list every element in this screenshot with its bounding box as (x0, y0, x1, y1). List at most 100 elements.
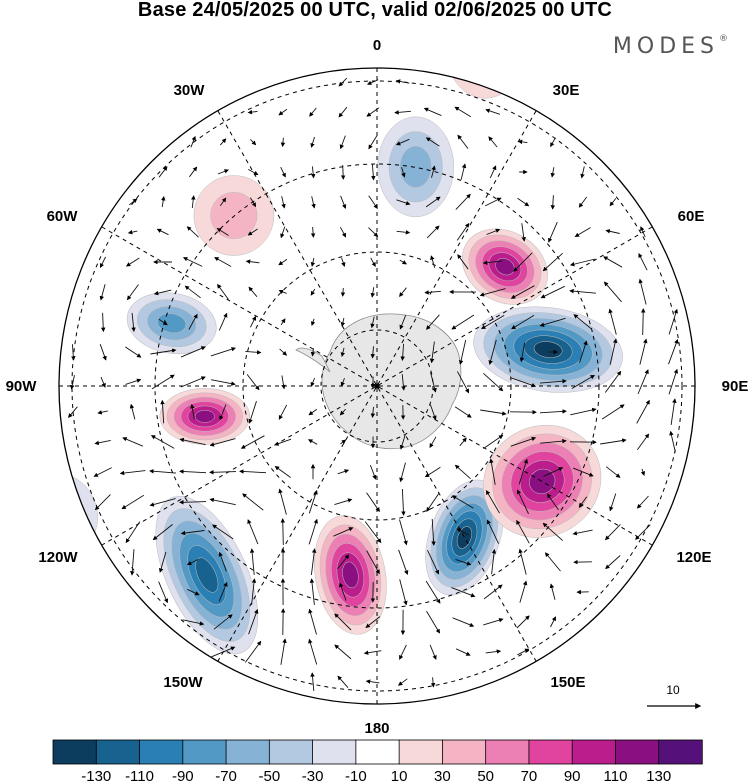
wind-vector (308, 489, 318, 514)
colorbar-swatch (182, 739, 227, 765)
anomaly-contour (656, 115, 695, 146)
wind-vector (482, 260, 503, 265)
wind-vector (425, 580, 441, 604)
wind-vector (245, 350, 262, 355)
wind-vector (129, 198, 138, 206)
anomaly-contour (342, 561, 359, 589)
wind-vector (310, 136, 315, 148)
colorbar-swatch (268, 739, 314, 765)
wind-vector (516, 615, 530, 629)
map-border (58, 67, 696, 705)
anomaly-centre (621, 94, 695, 167)
vector-reference: 10 (647, 683, 702, 709)
wind-vector (399, 462, 406, 483)
anomaly-centre (377, 116, 454, 218)
wind-vector (574, 227, 591, 237)
wind-vector (489, 165, 497, 179)
wind-vector (311, 196, 316, 209)
wind-vector (635, 524, 651, 540)
wind-vector (399, 287, 407, 298)
anomaly-contour (446, 68, 524, 99)
wind-vector (370, 316, 375, 329)
wind-vector (368, 135, 378, 150)
wind-vector (637, 369, 649, 395)
wind-vector (219, 197, 227, 207)
wind-vector (370, 346, 376, 359)
wind-vector (240, 435, 265, 449)
wind-vector (456, 528, 469, 536)
label-60e: 60E (678, 208, 705, 225)
wind-vector (365, 679, 380, 684)
wind-vector (339, 408, 346, 416)
wind-vector (371, 164, 376, 181)
wind-vector (158, 318, 168, 326)
anomaly-contour (59, 596, 125, 667)
wind-vector (218, 581, 228, 602)
wind-vector (544, 552, 561, 572)
wind-vector (669, 430, 676, 453)
wind-vector (394, 110, 411, 115)
wind-vector (216, 228, 229, 236)
wind-vector (245, 259, 260, 264)
wind-vector (397, 678, 408, 686)
wind-vector (668, 368, 679, 395)
south-pole-marker (374, 383, 380, 389)
wind-vector (278, 258, 288, 266)
anomaly-contour (59, 68, 127, 143)
wind-vector (401, 167, 406, 178)
wind-vector (280, 518, 286, 546)
wind-vector (186, 226, 199, 238)
anomaly-centre (314, 515, 387, 635)
wind-vector (119, 470, 146, 476)
wind-vector (451, 495, 474, 509)
wind-vector (426, 492, 440, 512)
wind-vector (480, 409, 507, 416)
wind-vector (483, 617, 504, 626)
wind-vector (431, 165, 436, 178)
wind-vector (250, 139, 257, 146)
wind-vector (149, 468, 177, 474)
anomaly-centre (59, 596, 125, 667)
wind-vector (430, 677, 436, 688)
wind-vector (517, 648, 530, 656)
wind-vector (333, 527, 354, 537)
wind-vector (578, 496, 588, 509)
anomaly-contour (66, 71, 104, 116)
wind-vector (280, 137, 286, 148)
wind-vector (274, 465, 291, 478)
wind-vector (278, 404, 288, 420)
label-150e: 150E (550, 674, 585, 691)
wind-vector (399, 259, 407, 265)
wind-vector (604, 524, 621, 541)
wind-vector (401, 374, 406, 391)
wind-vector (550, 195, 556, 210)
map-title: Base 24/05/2025 00 UTC, valid 02/06/2025… (137, 0, 613, 21)
wind-vector (191, 195, 196, 209)
wind-vector (239, 469, 267, 474)
wind-vector (280, 226, 286, 239)
wind-vector (425, 137, 440, 147)
wind-vector (186, 558, 199, 566)
wind-vector (457, 254, 469, 270)
wind-vector (398, 549, 409, 576)
wind-vector (542, 252, 563, 272)
wind-vector (366, 550, 380, 575)
wind-vector (340, 226, 347, 238)
colorbar-swatch (312, 739, 357, 765)
anomaly-centre (0, 292, 10, 422)
wind-vector (451, 314, 475, 330)
wind-vector (369, 464, 377, 480)
wind-vector (334, 498, 353, 506)
wind-vector (578, 196, 588, 208)
antarctica-landmass (295, 313, 462, 450)
wind-vector (99, 256, 107, 269)
wind-vector (161, 196, 166, 208)
wind-vector (248, 169, 259, 176)
wind-vector (396, 230, 411, 235)
wind-vector (310, 672, 315, 691)
wind-vector (100, 312, 106, 333)
wind-vectors (68, 77, 679, 691)
anomaly-contour (181, 0, 301, 63)
anomaly-centre (181, 0, 301, 63)
wind-vector (483, 434, 504, 449)
